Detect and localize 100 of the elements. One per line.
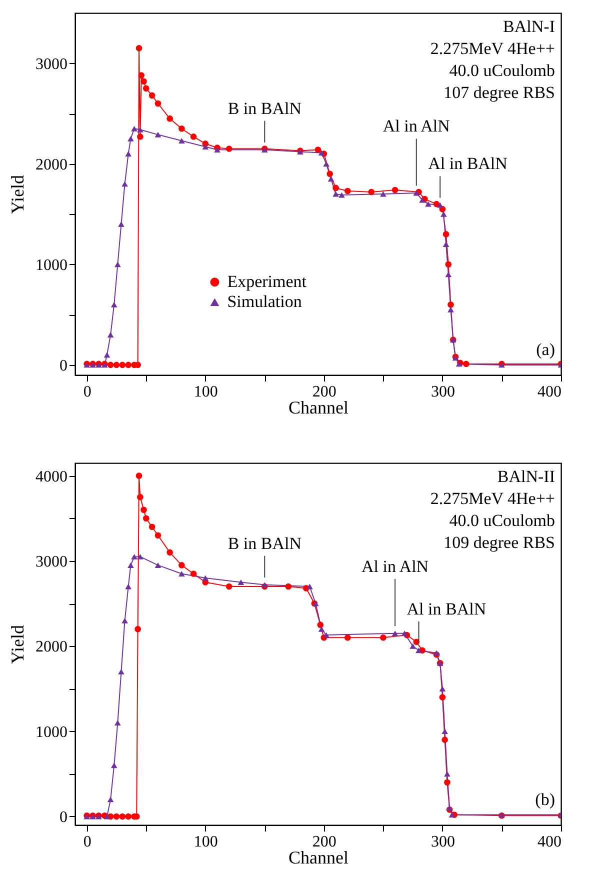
x-tick-label: 200 — [312, 834, 336, 850]
point — [328, 176, 334, 182]
point — [166, 549, 173, 556]
point — [125, 813, 132, 820]
y-tick-label: 1000 — [36, 256, 68, 274]
point — [148, 92, 156, 99]
point — [128, 136, 134, 142]
point — [138, 72, 145, 78]
point — [463, 360, 470, 368]
y-tick-label: 0 — [60, 808, 68, 826]
x-tick-label: 400 — [538, 834, 562, 850]
point — [306, 584, 313, 590]
x-axis-title: Channel — [288, 398, 348, 418]
point — [318, 626, 325, 632]
point — [442, 231, 450, 238]
x-axis-title: Channel — [288, 848, 348, 868]
y-axis-title: Yield — [8, 175, 28, 214]
x-tick-label: 300 — [430, 834, 455, 850]
point — [226, 583, 232, 590]
legend-label: Simulation — [227, 292, 302, 312]
x-tick-label: 100 — [194, 384, 218, 400]
point — [107, 796, 114, 802]
point — [226, 146, 232, 152]
point — [107, 362, 114, 368]
point — [166, 115, 173, 122]
point — [134, 626, 141, 632]
point — [413, 190, 420, 196]
point — [413, 638, 420, 646]
point — [425, 201, 432, 207]
point — [401, 630, 408, 636]
x-tick-label: 300 — [430, 384, 455, 400]
point — [323, 161, 330, 167]
annotation: B in BAlN — [228, 98, 302, 118]
point — [110, 302, 118, 308]
point — [323, 632, 330, 638]
annotation: Al in BAlN — [428, 154, 508, 174]
point — [202, 575, 209, 581]
point — [125, 584, 132, 590]
x-tick-label: 0 — [83, 834, 92, 850]
point — [317, 622, 324, 628]
y-axis-title: Yield — [8, 625, 28, 664]
y-tick-label: 3000 — [36, 56, 68, 73]
point — [131, 126, 138, 132]
point — [178, 138, 185, 144]
point — [445, 261, 452, 268]
point — [444, 779, 450, 786]
point — [113, 813, 120, 820]
point — [137, 126, 144, 132]
point — [392, 630, 398, 636]
point — [128, 562, 134, 568]
point — [122, 181, 128, 187]
point — [142, 515, 150, 522]
point — [119, 813, 126, 820]
point — [142, 85, 150, 92]
point — [114, 262, 121, 268]
point — [140, 78, 147, 85]
point — [154, 100, 162, 107]
x-tick-label: 100 — [194, 834, 218, 850]
point — [119, 362, 126, 368]
point — [137, 134, 144, 140]
point — [190, 134, 197, 140]
point — [442, 736, 448, 743]
point — [419, 197, 426, 203]
point — [448, 301, 454, 308]
annotation: BAlN-II — [497, 467, 556, 486]
annotation: BAlN-I — [503, 17, 556, 36]
point — [190, 570, 197, 577]
point — [318, 150, 325, 156]
text: (b) — [535, 790, 555, 809]
point — [332, 184, 339, 192]
point — [380, 191, 386, 197]
point — [442, 728, 448, 734]
point — [136, 472, 142, 479]
point — [122, 618, 128, 624]
point — [442, 242, 450, 248]
point — [104, 814, 110, 820]
point — [202, 144, 209, 150]
x-tick-label: 0 — [83, 384, 92, 400]
point — [114, 720, 121, 726]
point — [140, 506, 147, 514]
point — [154, 132, 162, 138]
point — [338, 192, 345, 198]
annotation: 109 degree RBS — [444, 533, 555, 552]
x-tick-label: 200 — [312, 384, 336, 400]
legend-label: Experiment — [227, 272, 307, 292]
y-tick-label: 2000 — [36, 638, 68, 656]
point — [332, 191, 339, 197]
y-tick-label: 4000 — [36, 468, 68, 486]
point — [107, 332, 114, 338]
point — [137, 554, 144, 560]
point — [178, 125, 185, 132]
y-tick-label: 1000 — [36, 724, 68, 741]
annotation: Al in AlN — [382, 116, 450, 136]
point — [448, 306, 454, 312]
point — [439, 694, 446, 700]
point — [326, 170, 334, 178]
point — [131, 554, 138, 560]
point — [416, 648, 422, 654]
point — [410, 643, 416, 649]
point — [148, 524, 156, 530]
